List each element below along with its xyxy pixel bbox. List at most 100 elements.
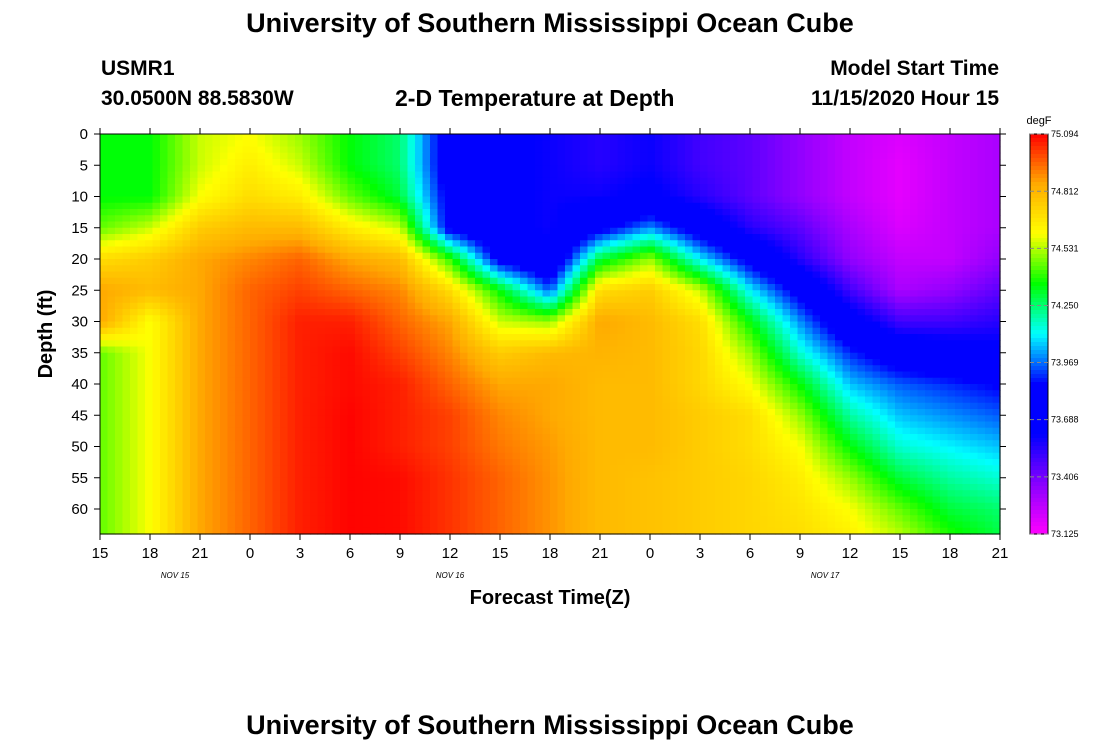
- heatmap-cell: [122, 259, 131, 266]
- heatmap-cell: [827, 321, 836, 329]
- heatmap-cell: [640, 271, 649, 279]
- heatmap-cell: [722, 171, 731, 179]
- heatmap-cell: [220, 234, 229, 241]
- heatmap-cell: [340, 384, 349, 391]
- heatmap-cell: [625, 246, 634, 254]
- heatmap-cell: [992, 227, 1001, 235]
- heatmap-cell: [895, 327, 904, 335]
- heatmap-cell: [925, 190, 934, 198]
- heatmap-cell: [677, 184, 686, 191]
- heatmap-cell: [737, 209, 746, 216]
- heatmap-cell: [152, 290, 161, 298]
- heatmap-cell: [925, 234, 934, 241]
- heatmap-cell: [865, 252, 874, 260]
- heatmap-cell: [415, 196, 424, 204]
- heatmap-cell: [902, 177, 911, 185]
- heatmap-cell: [737, 377, 746, 385]
- heatmap-cell: [902, 252, 911, 260]
- heatmap-cell: [745, 202, 754, 210]
- heatmap-cell: [422, 177, 431, 185]
- heatmap-cell: [542, 284, 551, 291]
- heatmap-cell: [220, 271, 229, 279]
- heatmap-cell: [895, 171, 904, 179]
- heatmap-cell: [670, 346, 679, 354]
- heatmap-cell: [985, 296, 994, 304]
- heatmap-cell: [377, 202, 386, 210]
- heatmap-cell: [407, 165, 416, 173]
- heatmap-cell: [220, 252, 229, 260]
- heatmap-cell: [850, 196, 859, 204]
- heatmap-cell: [452, 277, 461, 285]
- heatmap-cell: [745, 234, 754, 241]
- heatmap-cell: [685, 196, 694, 204]
- heatmap-cell: [437, 252, 446, 260]
- heatmap-cell: [520, 171, 529, 179]
- heatmap-cell: [167, 177, 176, 185]
- heatmap-cell: [887, 265, 896, 273]
- heatmap-cell: [385, 234, 394, 241]
- heatmap-cell: [632, 246, 641, 254]
- heatmap-cell: [595, 146, 604, 154]
- heatmap-cell: [662, 246, 671, 254]
- heatmap-cell: [947, 290, 956, 298]
- heatmap-cell: [220, 221, 229, 229]
- heatmap-cell: [385, 271, 394, 279]
- heatmap-cell: [550, 352, 559, 360]
- heatmap-cell: [272, 309, 281, 316]
- heatmap-cell: [632, 190, 641, 198]
- heatmap-cell: [910, 384, 919, 391]
- heatmap-cell: [670, 334, 679, 341]
- heatmap-cell: [790, 184, 799, 191]
- heatmap-cell: [850, 265, 859, 273]
- heatmap-cell: [295, 327, 304, 335]
- heatmap-cell: [580, 146, 589, 154]
- heatmap-cell: [692, 309, 701, 316]
- heatmap-cell: [100, 215, 109, 223]
- heatmap-cell: [407, 259, 416, 266]
- heatmap-cell: [362, 140, 371, 148]
- heatmap-cell: [797, 209, 806, 216]
- heatmap-cell: [167, 171, 176, 179]
- heatmap-cell: [430, 209, 439, 216]
- heatmap-cell: [422, 352, 431, 360]
- heatmap-cell: [857, 327, 866, 335]
- heatmap-cell: [115, 190, 124, 198]
- heatmap-cell: [475, 334, 484, 341]
- heatmap-cell: [152, 159, 161, 166]
- heatmap-cell: [767, 302, 776, 310]
- heatmap-cell: [760, 252, 769, 260]
- heatmap-cell: [197, 309, 206, 316]
- heatmap-cell: [865, 246, 874, 254]
- heatmap-cell: [580, 159, 589, 166]
- heatmap-cell: [415, 134, 424, 141]
- heatmap-cell: [850, 359, 859, 366]
- heatmap-cell: [122, 384, 131, 391]
- heatmap-cell: [100, 296, 109, 304]
- heatmap-cell: [865, 209, 874, 216]
- heatmap-cell: [595, 152, 604, 160]
- heatmap-cell: [460, 302, 469, 310]
- heatmap-cell: [497, 259, 506, 266]
- heatmap-cell: [497, 227, 506, 235]
- heatmap-cell: [272, 171, 281, 179]
- heatmap-cell: [415, 159, 424, 166]
- heatmap-cell: [452, 246, 461, 254]
- heatmap-cell: [235, 252, 244, 260]
- heatmap-cell: [475, 290, 484, 298]
- heatmap-cell: [715, 290, 724, 298]
- heatmap-cell: [782, 221, 791, 229]
- heatmap-cell: [287, 159, 296, 166]
- heatmap-cell: [145, 321, 154, 329]
- heatmap-cell: [272, 340, 281, 348]
- heatmap-cell: [707, 146, 716, 154]
- heatmap-cell: [377, 384, 386, 391]
- heatmap-cell: [452, 140, 461, 148]
- heatmap-cell: [970, 321, 979, 329]
- heatmap-cell: [505, 152, 514, 160]
- heatmap-cell: [947, 352, 956, 360]
- heatmap-cell: [460, 340, 469, 348]
- heatmap-cell: [835, 359, 844, 366]
- heatmap-cell: [542, 134, 551, 141]
- heatmap-cell: [775, 265, 784, 273]
- heatmap-cell: [430, 309, 439, 316]
